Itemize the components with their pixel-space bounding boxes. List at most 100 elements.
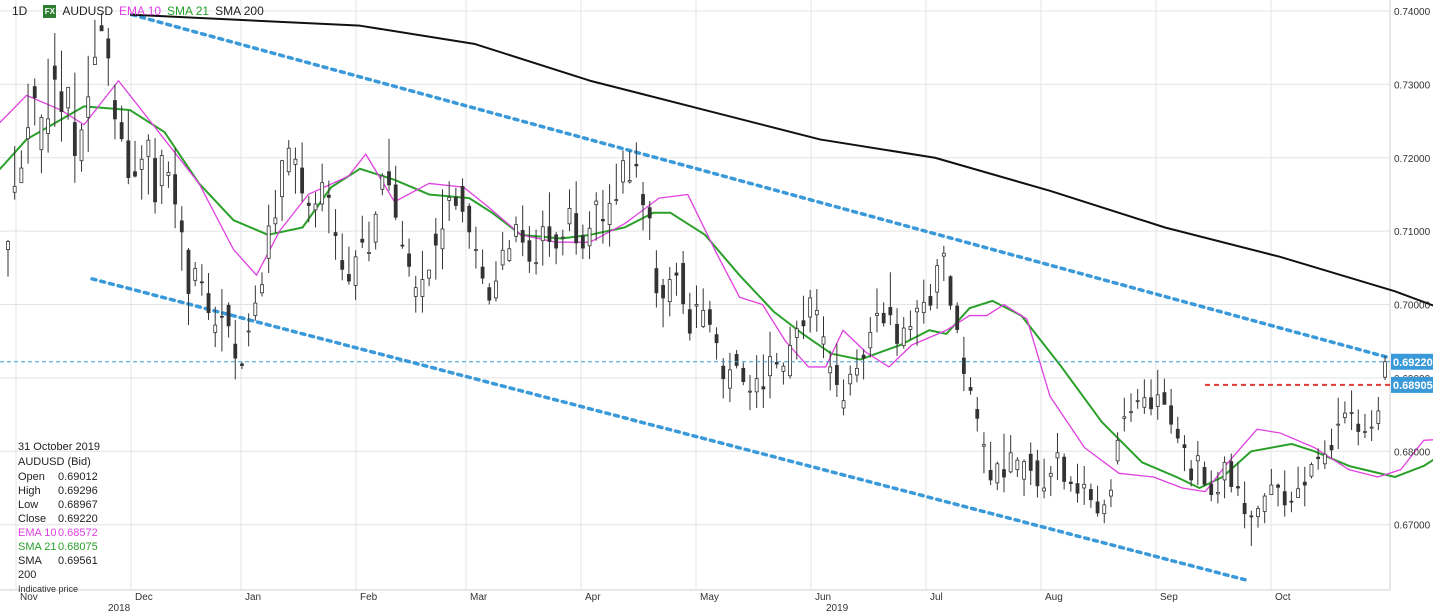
candle-down (220, 315, 224, 318)
candle-up (19, 167, 24, 184)
candle-up (908, 326, 913, 330)
candle-up (594, 200, 599, 206)
candle-up (260, 284, 264, 294)
candle-up (1109, 489, 1113, 497)
candle-down (1182, 444, 1187, 449)
candle-up (92, 56, 97, 65)
candle-up (781, 365, 786, 372)
info-instrument: AUDUSD (Bid) (18, 456, 91, 468)
candle-up (768, 356, 772, 377)
candle-down (1356, 423, 1361, 432)
candle-down (387, 171, 391, 186)
candle-down (1282, 491, 1287, 506)
candle-down (634, 163, 639, 167)
x-month-label: Apr (585, 592, 601, 603)
candle-up (982, 444, 986, 447)
candle-up (921, 301, 926, 314)
candle-up (814, 310, 819, 316)
candle-up (86, 96, 91, 118)
info-row-open: Open 0.69012 (18, 470, 100, 484)
candle-up (667, 279, 672, 303)
candle-down (1035, 460, 1040, 487)
x-month-label: May (700, 592, 719, 603)
candle-down (460, 185, 465, 212)
candle-up (146, 139, 151, 157)
candle-down (641, 194, 645, 206)
timeframe-label[interactable]: 1D (12, 4, 28, 18)
info-value: 0.69220 (58, 513, 98, 525)
candle-up (1296, 488, 1301, 498)
candle-up (1115, 439, 1120, 462)
legend-sma21[interactable]: SMA 21 (167, 4, 210, 18)
candle-down (153, 158, 157, 203)
candle-down (1088, 489, 1093, 501)
x-month-label: Jun (815, 592, 831, 603)
candle-up (1262, 495, 1267, 512)
candle-up (166, 172, 171, 176)
info-row-ema-10: EMA 10 0.68572 (18, 526, 100, 540)
info-label: Close (18, 513, 47, 525)
candle-up (1309, 464, 1314, 477)
info-label: SMA 200 (18, 555, 42, 581)
candle-down (1028, 453, 1033, 471)
price-axis: 0.740000.730000.720000.710000.700000.690… (1394, 7, 1431, 532)
candle-up (139, 158, 144, 170)
candle-down (574, 213, 579, 244)
x-month-label: Jul (930, 592, 943, 603)
candle-up (66, 86, 71, 109)
candle-up (280, 160, 284, 198)
upper-trendline (130, 12, 1390, 360)
candle-up (808, 297, 813, 318)
symbol-label[interactable]: AUDUSD (62, 4, 114, 18)
candle-up (246, 330, 251, 333)
candle-down (601, 219, 605, 222)
candle-down (300, 167, 305, 194)
info-label: High (18, 485, 41, 497)
candle-up (868, 332, 873, 349)
candle-up (447, 197, 452, 201)
info-date: 31 October 2019 (18, 441, 100, 453)
candle-up (494, 280, 498, 299)
candle-down (186, 249, 191, 294)
candle-down (433, 233, 438, 246)
candle-up (159, 155, 164, 187)
candle-down (407, 253, 411, 267)
candle-up (848, 373, 853, 385)
candle-down (674, 272, 679, 276)
legend-ema10[interactable]: EMA 10 (119, 4, 162, 18)
candle-down (1209, 483, 1214, 496)
candle-down (206, 293, 211, 314)
candle-up (353, 256, 358, 286)
candle-up (46, 118, 51, 134)
candle-down (834, 365, 839, 385)
candle-up (6, 241, 10, 250)
chart-header: 1D FX AUDUSD EMA 10 SMA 21 SMA 200 (0, 0, 270, 22)
candle-up (1008, 452, 1013, 473)
x-month-label: Aug (1045, 592, 1063, 603)
candle-up (313, 203, 318, 211)
info-label: Open (18, 471, 45, 483)
candle-up (855, 367, 859, 376)
candle-up (193, 268, 198, 281)
candle-down (1095, 501, 1100, 514)
candle-up (474, 249, 478, 251)
candle-down (52, 65, 57, 80)
candle-up (1142, 397, 1147, 408)
level-price-tag: 0.68905 (1393, 380, 1433, 392)
candle-down (547, 226, 552, 242)
candle-down (888, 307, 893, 316)
trendlines (90, 12, 1390, 582)
candle-up (1369, 426, 1374, 429)
candle-up (213, 324, 218, 333)
legend-sma200[interactable]: SMA 200 (215, 4, 264, 18)
x-year-label: 2019 (826, 603, 849, 613)
candle-down (968, 387, 973, 391)
info-row-close: Close 0.69220 (18, 512, 100, 526)
info-label: EMA 10 (18, 527, 57, 539)
candle-down (59, 91, 64, 112)
candle-down (988, 469, 993, 481)
candle-up (1349, 412, 1354, 414)
candle-up (828, 366, 833, 374)
candle-down (654, 268, 659, 294)
